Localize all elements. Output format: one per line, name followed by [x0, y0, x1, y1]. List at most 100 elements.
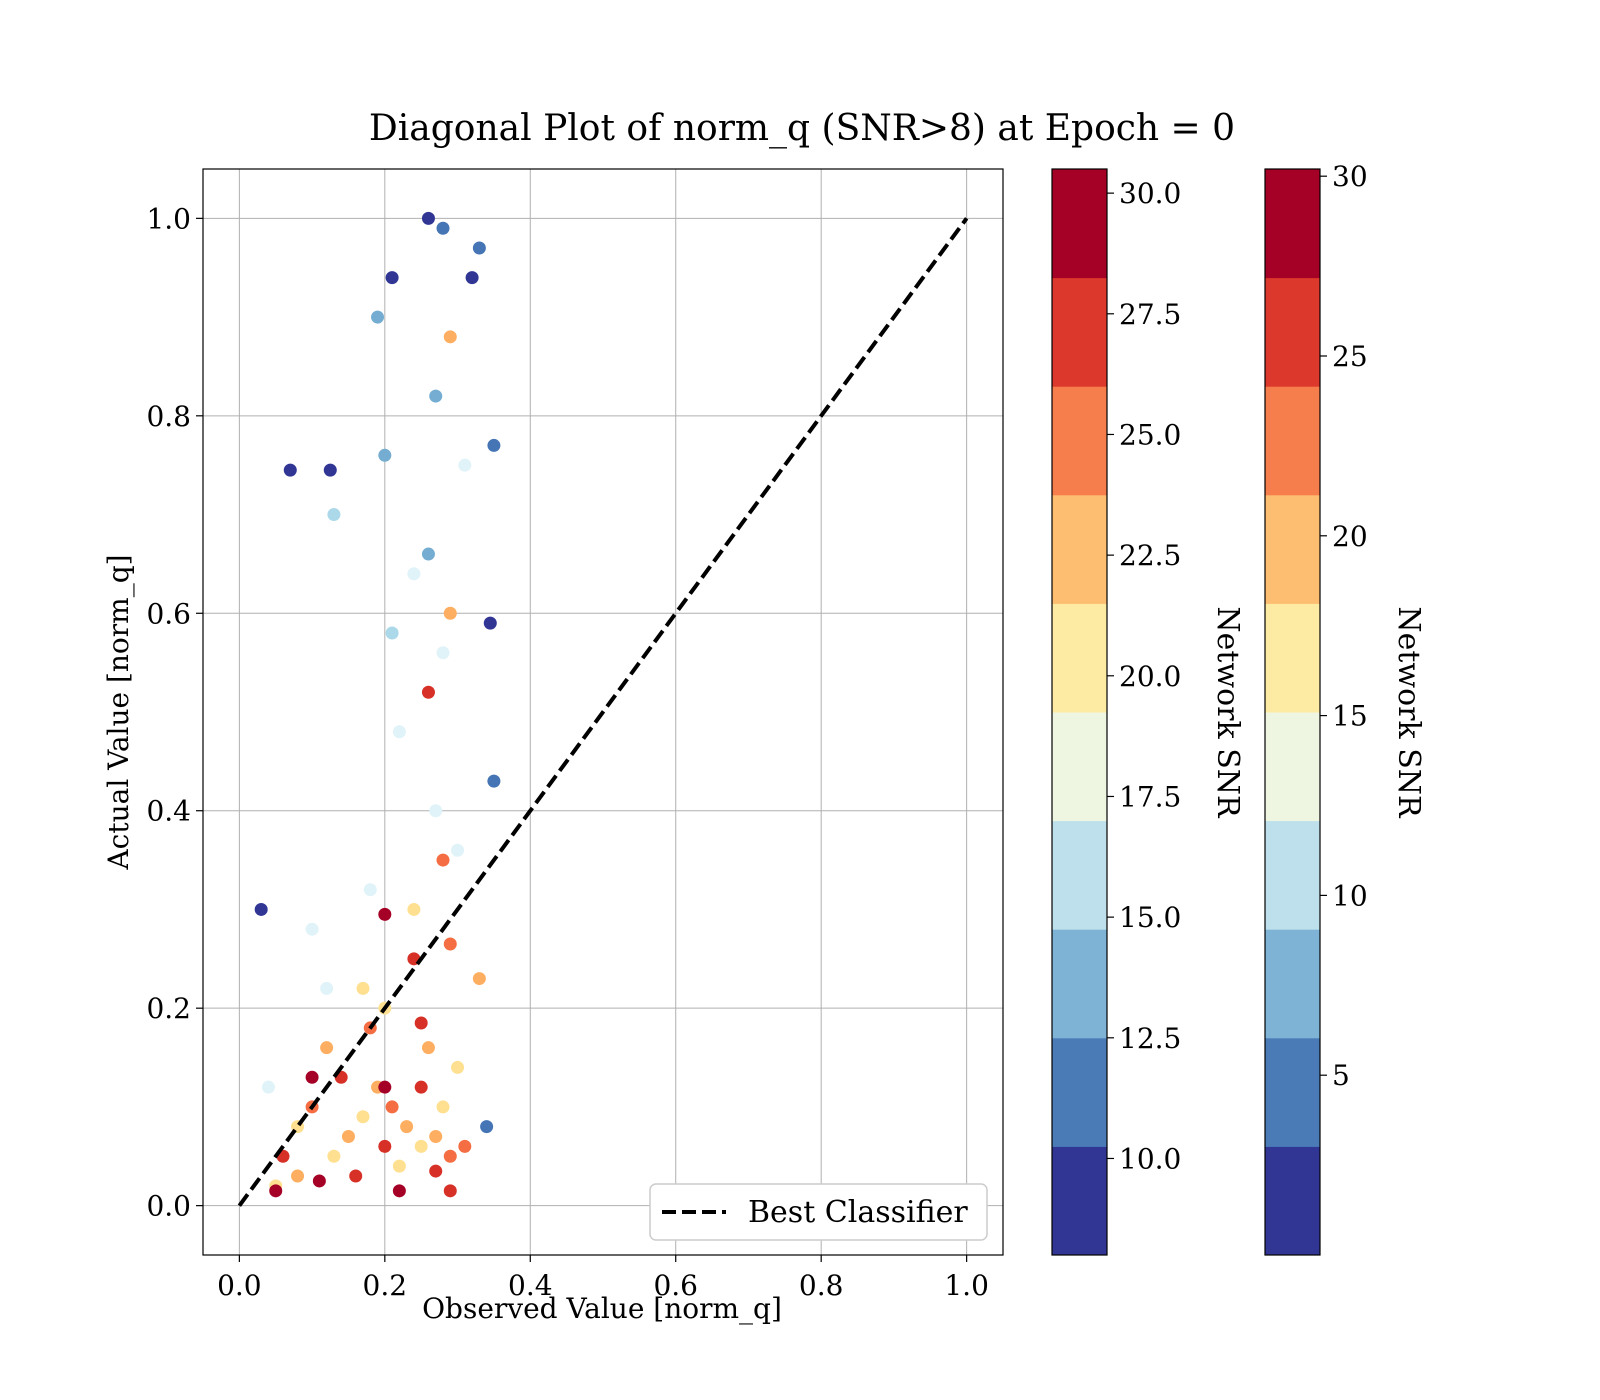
colorbar-right-bin [1265, 712, 1320, 822]
x-axis-ticks: 0.0 0.2 0.4 0.6 0.8 1.0 [217, 1255, 989, 1302]
colorbar-left-bin [1052, 929, 1107, 1039]
colorbar-left-bin [1052, 1146, 1107, 1256]
scatter-point [436, 853, 450, 867]
scatter-point [392, 1184, 406, 1198]
colorbar-left-tick-label: 25.0 [1119, 418, 1181, 451]
scatter-point [421, 1041, 435, 1055]
legend-box [649, 1183, 988, 1241]
colorbar-right-bin [1265, 277, 1320, 387]
scatter-point [385, 626, 399, 640]
scatter-point [451, 1060, 465, 1074]
scatter-point [305, 922, 319, 936]
scatter-point [414, 1016, 428, 1030]
colorbar-left-bin [1052, 494, 1107, 604]
scatter-point [320, 981, 334, 995]
x-tick-label: 0.0 [217, 1269, 262, 1302]
best-classifier-dashed-line [237, 217, 969, 1207]
x-tick-label: 0.6 [653, 1269, 698, 1302]
colorbar-left-tick-label: 20.0 [1119, 660, 1181, 693]
scatter-point [327, 1149, 341, 1163]
colorbar-right-bin [1265, 386, 1320, 496]
colorbar-left-frame [1051, 168, 1108, 1256]
scatter-point [392, 1159, 406, 1173]
scatter-point [261, 1080, 275, 1094]
colorbar-right-tick-label: 25 [1332, 340, 1368, 373]
colorbar-left-tick-label: 27.5 [1119, 298, 1181, 331]
colorbar-right: 5 10 15 20 25 30 [1264, 160, 1368, 1256]
scatter-point [385, 271, 399, 285]
colorbar-right-frame [1264, 168, 1321, 1256]
colorbar-left-bin [1052, 277, 1107, 387]
scatter-point [443, 330, 457, 344]
scatter-point [378, 448, 392, 462]
scatter-point [483, 616, 497, 630]
legend: Best Classifier [649, 1183, 988, 1241]
scatter-point [341, 1130, 355, 1144]
colorbar-right-bin [1265, 1146, 1320, 1256]
colorbar-right-tick-label: 30 [1332, 160, 1368, 193]
scatter-point [414, 1139, 428, 1153]
x-tick-label: 0.2 [363, 1269, 408, 1302]
y-axis-label: Actual Value [norm_q] [102, 554, 135, 870]
colorbar-right-tick-label: 10 [1332, 879, 1368, 912]
colorbar-left-tick-label: 10.0 [1119, 1142, 1181, 1175]
scatter-point [291, 1169, 305, 1183]
scatter-point [436, 646, 450, 660]
colorbar-left-tick-label: 17.5 [1119, 780, 1181, 813]
scatter-point [421, 685, 435, 699]
colorbar-left-tick-label: 12.5 [1119, 1022, 1181, 1055]
scatter-point [421, 211, 435, 225]
plot-area: 0.0 0.2 0.4 0.6 0.8 1.0 0.0 0.2 0.4 0.6 0.8 1.0 [146, 168, 1004, 1302]
colorbar-right-tick-label: 15 [1332, 700, 1368, 733]
scatter-point [327, 508, 341, 522]
colorbar-left-bin [1052, 169, 1107, 279]
colorbar-right-bin [1265, 1037, 1320, 1147]
colorbar-left-bin [1052, 712, 1107, 822]
y-tick-label: 1.0 [146, 202, 191, 235]
scatter-point [363, 883, 377, 897]
colorbar-left-label: Network SNR [1210, 606, 1245, 819]
scatter-point [349, 1169, 363, 1183]
scatter-point [458, 458, 472, 472]
scatter-point [371, 310, 385, 324]
legend-label-best-classifier: Best Classifier [748, 1195, 968, 1230]
y-tick-label: 0.0 [146, 1190, 191, 1223]
scatter-point [429, 804, 443, 818]
scatter-point [429, 1130, 443, 1144]
scatter-point [400, 1120, 414, 1134]
scatter-point [443, 937, 457, 951]
x-tick-label: 0.4 [508, 1269, 553, 1302]
scatter-point [414, 1080, 428, 1094]
colorbar-left-bin [1052, 820, 1107, 930]
scatter-point [429, 389, 443, 403]
colorbar-left-tick-label: 22.5 [1119, 539, 1181, 572]
scatter-point [407, 567, 421, 581]
scatter-point [436, 1100, 450, 1114]
scatter-point [378, 907, 392, 921]
scatter-point [443, 1149, 457, 1163]
scatter-point [436, 221, 450, 235]
chart-title: Diagonal Plot of norm_q (SNR>8) at Epoch… [369, 108, 1235, 149]
colorbar-left-bin [1052, 386, 1107, 496]
y-tick-label: 0.4 [146, 795, 191, 828]
scatter-point [312, 1174, 326, 1188]
scatter-point [421, 547, 435, 561]
x-axis-label: Observed Value [norm_q] [422, 1292, 782, 1325]
scatter-point [472, 972, 486, 986]
colorbar-right-tick-label: 5 [1332, 1059, 1350, 1092]
scatter-point [480, 1120, 494, 1134]
colorbar-left-tick-label: 30.0 [1119, 177, 1181, 210]
colorbar-left: 10.0 12.5 15.0 17.5 20.0 22.5 25.0 27.5 30.0 [1051, 168, 1181, 1256]
scatter-point [392, 725, 406, 739]
y-tick-label: 0.2 [146, 992, 191, 1025]
scatter-point [429, 1164, 443, 1178]
scatter-point [407, 902, 421, 916]
scatter-point [443, 606, 457, 620]
scatter-point [320, 1041, 334, 1055]
colorbar-left-bin [1052, 603, 1107, 713]
scatter-point [451, 843, 465, 857]
scatter-point [472, 241, 486, 255]
best-classifier-line [237, 217, 969, 1207]
scatter-point [465, 271, 479, 285]
